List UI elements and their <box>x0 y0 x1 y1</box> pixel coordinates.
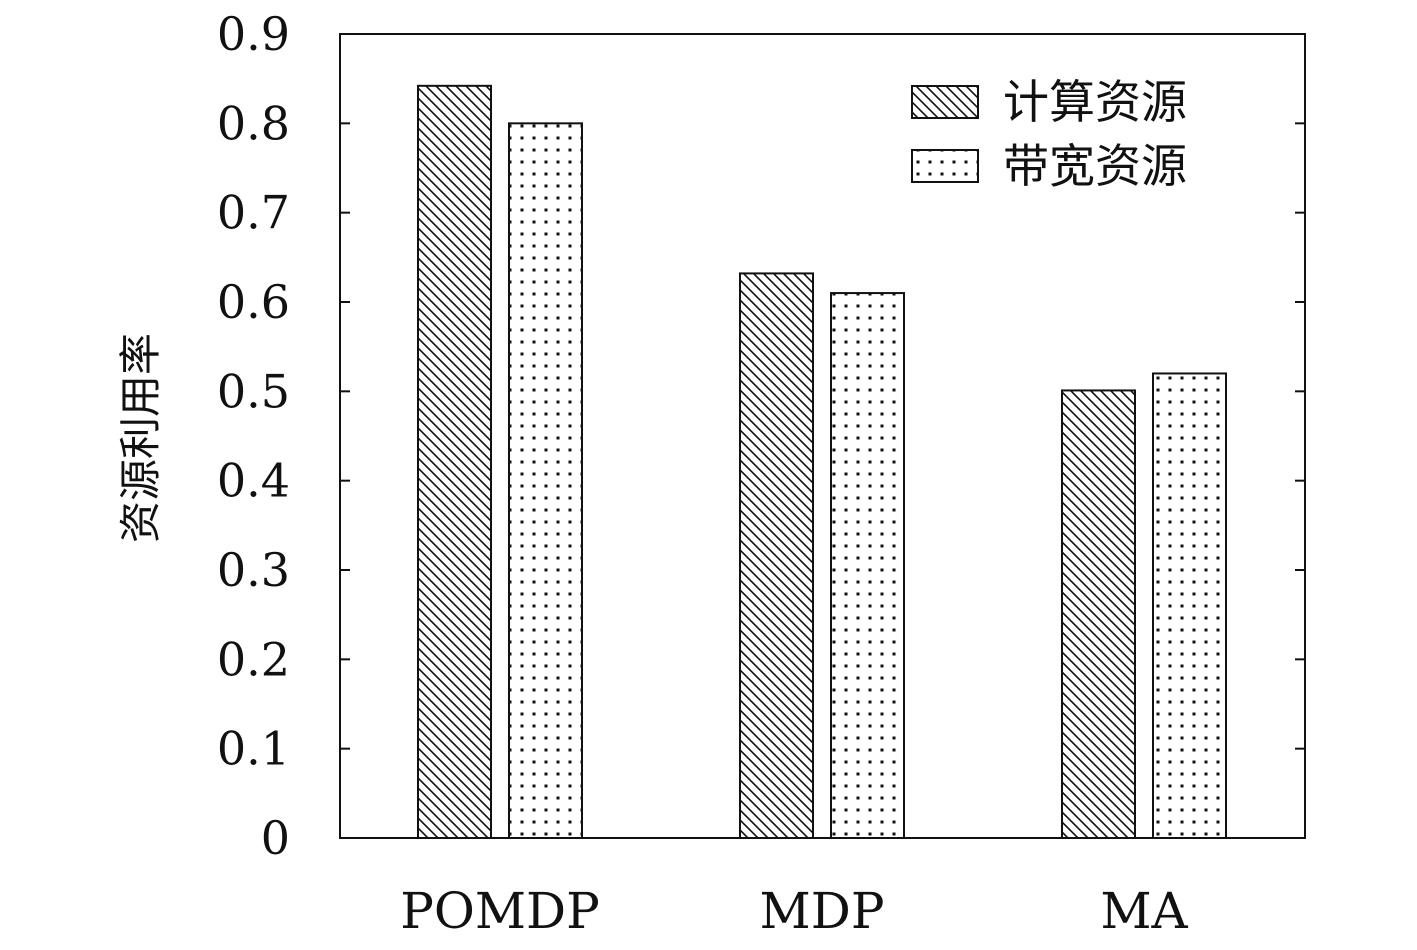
bar-mdp-series-2 <box>830 292 905 840</box>
x-tick-label: MDP <box>760 882 885 940</box>
bar-pomdp-series-1 <box>417 84 492 839</box>
y-tick-label: 0.7 <box>217 186 290 240</box>
legend-swatch-series-1 <box>911 85 979 119</box>
y-tick-label: 0.1 <box>217 722 290 776</box>
bar-mdp-series-1 <box>739 272 814 839</box>
bar-ma-series-2 <box>1152 372 1227 839</box>
y-tick-label: 0.8 <box>217 96 290 150</box>
y-tick-label: 0.5 <box>217 364 290 418</box>
y-ticks: 0 0.1 0.2 0.3 0.4 0.5 0.6 0.7 0.8 0.9 <box>217 7 1305 865</box>
y-tick-label: 0.6 <box>217 275 290 329</box>
y-tick-label: 0.4 <box>217 454 290 508</box>
y-tick-label: 0.9 <box>217 7 290 61</box>
legend-swatch-series-2 <box>911 149 979 183</box>
bar-pomdp-series-2 <box>508 122 583 840</box>
y-tick-label: 0.2 <box>217 632 290 686</box>
y-tick-label: 0.3 <box>217 543 290 597</box>
y-axis-label-group: 资源利用率 <box>116 333 165 543</box>
x-tick-labels: POMDP MDP MA <box>400 882 1188 940</box>
bars <box>417 84 1227 840</box>
bar-ma-series-1 <box>1061 389 1136 839</box>
y-axis-label: 资源利用率 <box>116 333 165 543</box>
legend-label-series-2: 带宽资源 <box>1003 139 1187 193</box>
plot-frame <box>339 33 1306 839</box>
x-tick-label: MA <box>1100 882 1188 940</box>
legend-label-series-1: 计算资源 <box>1003 75 1187 129</box>
y-tick-label: 0 <box>261 811 290 865</box>
x-tick-label: POMDP <box>400 882 600 940</box>
